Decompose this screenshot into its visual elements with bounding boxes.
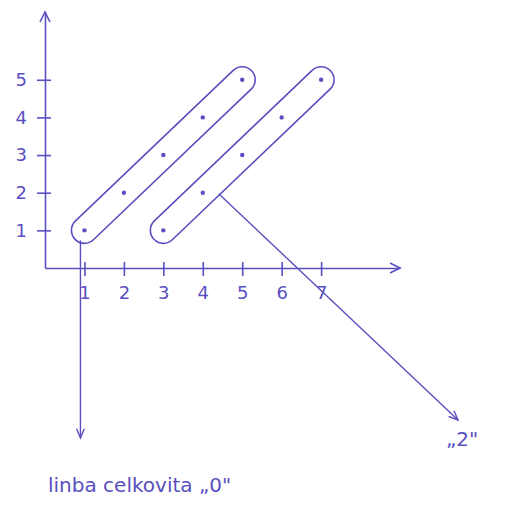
tick-mark xyxy=(321,262,323,276)
tick-label: 1 xyxy=(16,220,27,241)
tick: 3 xyxy=(16,144,51,165)
tick-mark xyxy=(84,262,86,276)
leader-arrow xyxy=(449,411,458,420)
tick-mark xyxy=(242,262,244,276)
tick-mark xyxy=(37,192,51,194)
tick-label: 6 xyxy=(276,282,287,303)
axis-arrow xyxy=(390,263,400,273)
point xyxy=(161,228,165,232)
tick: 1 xyxy=(16,220,51,241)
tick-label: 2 xyxy=(119,282,130,303)
point xyxy=(240,78,244,82)
leader-arrow xyxy=(80,240,81,438)
tick: 7 xyxy=(316,262,327,303)
tick-mark xyxy=(281,262,283,276)
cluster-outline xyxy=(71,67,255,244)
point xyxy=(201,115,205,119)
y-axis: 1 2 3 4 5 xyxy=(16,13,51,269)
tick: 2 xyxy=(119,262,130,303)
tick-label: 7 xyxy=(316,282,327,303)
tick-mark xyxy=(37,155,51,157)
leader-arrow xyxy=(77,429,85,438)
tick-label: 4 xyxy=(198,282,209,303)
tick: 4 xyxy=(16,107,51,128)
tick: 5 xyxy=(237,262,248,303)
tick-mark xyxy=(124,262,126,276)
tick: 2 xyxy=(16,182,51,203)
axis-arrow xyxy=(40,12,50,22)
point xyxy=(122,191,126,195)
tick-label: 4 xyxy=(16,107,27,128)
tick: 6 xyxy=(276,262,287,303)
leader-arrow xyxy=(219,194,458,420)
tick-mark xyxy=(163,262,165,276)
tick-label: 2 xyxy=(16,182,27,203)
point xyxy=(161,153,165,157)
series-label: „2" xyxy=(446,427,478,451)
series-label: linba celkovita „0" xyxy=(48,473,231,497)
cluster-outline xyxy=(150,67,334,244)
tick: 5 xyxy=(16,69,51,90)
tick: 4 xyxy=(198,262,209,303)
point xyxy=(240,153,244,157)
tick-label: 3 xyxy=(16,144,27,165)
tick-label: 3 xyxy=(158,282,169,303)
point xyxy=(319,78,323,82)
chart: 1 2 3 4 5 6 7 1 2 3 4 5 linba celkovita „0" „2" xyxy=(0,0,509,506)
tick: 3 xyxy=(158,262,169,303)
plot-area xyxy=(71,67,334,244)
point xyxy=(82,228,86,232)
point xyxy=(201,191,205,195)
x-axis: 1234567 xyxy=(46,262,401,303)
point xyxy=(279,115,283,119)
tick-label: 5 xyxy=(237,282,248,303)
tick-mark xyxy=(37,117,51,119)
tick-mark xyxy=(202,262,204,276)
axis-line xyxy=(46,268,401,270)
tick-mark xyxy=(37,79,51,81)
tick-mark xyxy=(37,230,51,232)
tick-label: 5 xyxy=(16,69,27,90)
